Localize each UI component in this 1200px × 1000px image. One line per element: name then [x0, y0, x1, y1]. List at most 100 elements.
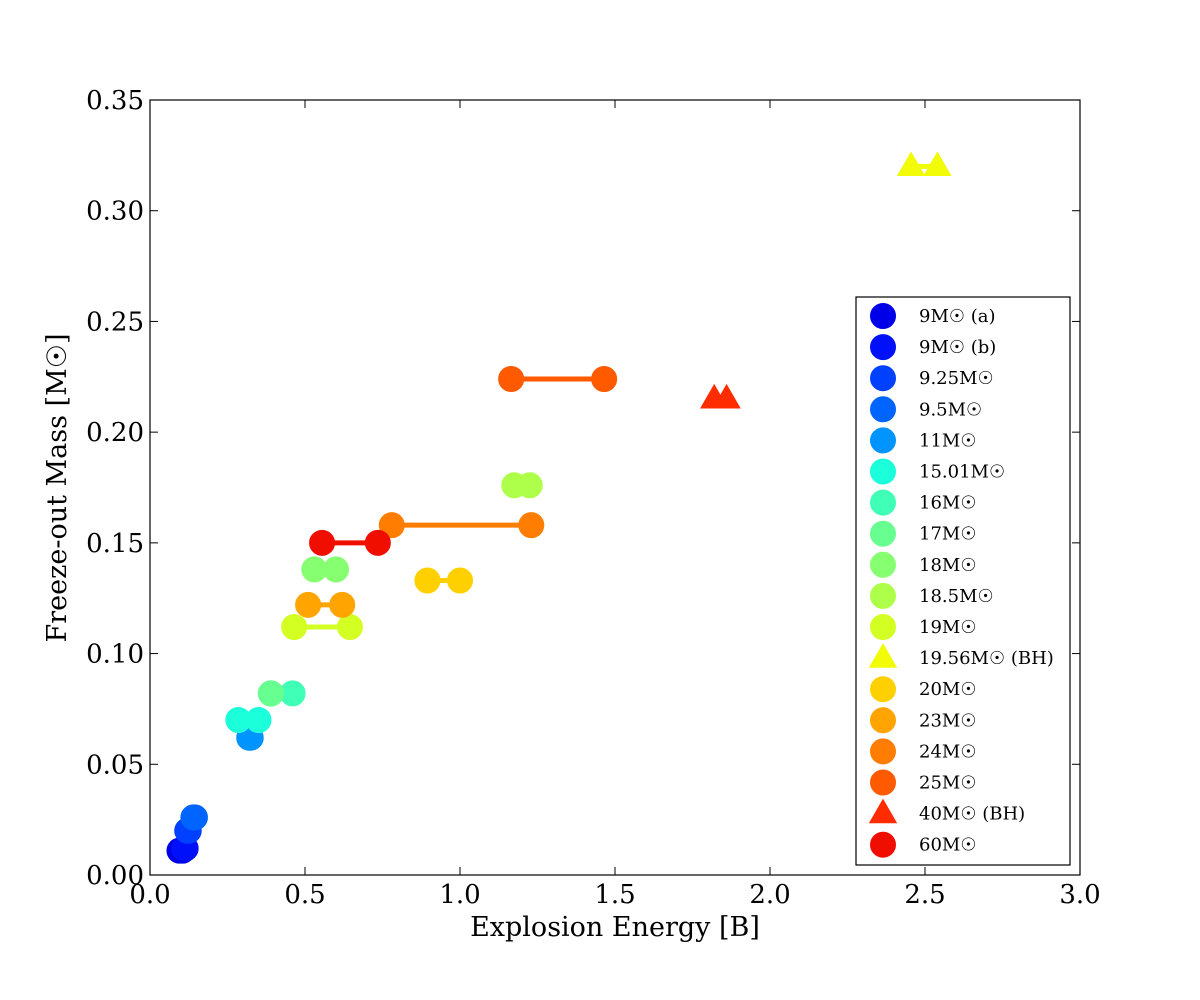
legend-entry: 24M☉	[870, 738, 976, 765]
legend-label: 23M☉	[919, 710, 976, 731]
axis-ticks: 0.0 0.5 1.0 1.5 2.0 2.5 3.0 0.00 0.05 0.10 0.15 0.2…	[86, 86, 1101, 910]
series-group	[225, 707, 272, 733]
legend-entry: 15.01M☉	[870, 458, 1005, 485]
y-tick-label: 0.35	[86, 86, 144, 116]
legend-marker	[870, 334, 896, 361]
data-point	[309, 529, 336, 556]
x-tick-label: 2.0	[749, 880, 790, 910]
x-tick-label: 0.5	[284, 880, 325, 910]
legend-marker	[870, 489, 896, 516]
x-axis-label: Explosion Energy [B]	[470, 912, 760, 943]
data-point	[329, 591, 356, 618]
legend-label: 18.5M☉	[919, 586, 994, 607]
legend-marker-triangle	[868, 643, 898, 668]
legend-marker	[870, 582, 896, 609]
legend-entry: 20M☉	[870, 676, 976, 703]
legend-marker	[870, 707, 896, 734]
legend-entry: 11M☉	[870, 427, 976, 454]
x-tick-label: 2.5	[904, 880, 945, 910]
legend-marker	[870, 676, 896, 703]
legend-label: 9.5M☉	[919, 399, 982, 420]
legend-label: 19.56M☉ (BH)	[919, 648, 1054, 669]
legend: 9M☉ (a) 9M☉ (b) 9.25M☉ 9.5M☉ 11M☉ 15.01M☉ 16M☉…	[855, 296, 1071, 866]
legend-label: 17M☉	[919, 524, 976, 545]
legend-marker	[870, 738, 896, 765]
legend-label: 60M☉	[919, 835, 976, 856]
data-point	[414, 567, 441, 594]
legend-marker-triangle	[868, 798, 898, 824]
legend-marker	[870, 396, 896, 423]
legend-entry: 9M☉ (a)	[870, 303, 996, 329]
series-group	[180, 804, 208, 831]
legend-marker	[870, 365, 896, 392]
y-tick-label: 0.05	[86, 750, 144, 780]
data-point	[516, 472, 543, 499]
data-point	[518, 512, 545, 539]
legend-entry: 16M☉	[870, 489, 976, 516]
data-point	[378, 512, 405, 539]
y-tick-label: 0.00	[86, 861, 144, 891]
legend-marker	[870, 831, 896, 858]
data-point	[336, 614, 363, 640]
legend-marker	[870, 458, 896, 485]
legend-marker	[870, 769, 896, 796]
legend-label: 11M☉	[919, 430, 976, 451]
data-point-triangle	[923, 151, 952, 177]
series-group	[281, 614, 363, 640]
data-point	[447, 567, 473, 594]
x-tick-label: 1.0	[439, 880, 480, 910]
plot-marks	[166, 151, 952, 864]
legend-label: 40M☉ (BH)	[919, 804, 1025, 825]
series-group	[257, 680, 284, 707]
y-tick-label: 0.30	[86, 197, 144, 227]
y-tick-label: 0.25	[86, 307, 144, 337]
legend-marker	[870, 520, 896, 547]
series-group	[309, 529, 391, 556]
series-group	[301, 556, 349, 583]
series-group	[414, 567, 473, 594]
legend-label: 9M☉ (a)	[919, 306, 996, 327]
legend-entry: 9.25M☉	[870, 365, 994, 392]
y-tick-label: 0.20	[86, 418, 144, 448]
data-point	[257, 680, 284, 707]
legend-label: 9.25M☉	[919, 368, 994, 389]
legend-label: 18M☉	[919, 555, 976, 576]
legend-entry: 18.5M☉	[870, 582, 994, 609]
legend-entry: 60M☉	[870, 831, 976, 858]
legend-marker	[870, 303, 896, 329]
series-group	[295, 591, 356, 618]
legend-entry: 40M☉ (BH)	[868, 798, 1025, 825]
legend-entry: 9M☉ (b)	[870, 334, 996, 361]
data-point	[591, 366, 618, 392]
legend-entry: 17M☉	[870, 520, 976, 547]
data-point-triangle	[896, 151, 926, 177]
y-tick-label: 0.10	[86, 640, 144, 670]
data-point	[181, 804, 208, 831]
data-point	[498, 366, 525, 392]
legend-label: 20M☉	[919, 679, 976, 700]
legend-box	[855, 296, 1071, 866]
legend-label: 16M☉	[919, 493, 976, 514]
legend-marker	[870, 614, 896, 640]
data-point	[245, 707, 272, 733]
x-tick-label: 3.0	[1059, 880, 1100, 910]
legend-marker	[870, 427, 896, 454]
legend-label: 9M☉ (b)	[919, 337, 996, 358]
legend-label: 24M☉	[919, 741, 976, 762]
legend-entry: 19M☉	[870, 614, 976, 640]
legend-label: 15.01M☉	[919, 462, 1005, 483]
series-group	[700, 383, 741, 409]
legend-entry: 18M☉	[870, 551, 976, 578]
series-group	[896, 151, 952, 177]
legend-entry: 25M☉	[870, 769, 976, 796]
data-point	[295, 591, 322, 618]
legend-entry: 9.5M☉	[870, 396, 982, 423]
data-point	[281, 614, 308, 640]
series-group	[498, 366, 618, 392]
y-axis-label: Freeze-out Mass [M☉]	[42, 334, 73, 643]
x-tick-label: 1.5	[594, 880, 635, 910]
series-group	[501, 472, 543, 499]
y-tick-label: 0.15	[86, 529, 144, 559]
legend-entry: 19.56M☉ (BH)	[868, 643, 1054, 669]
